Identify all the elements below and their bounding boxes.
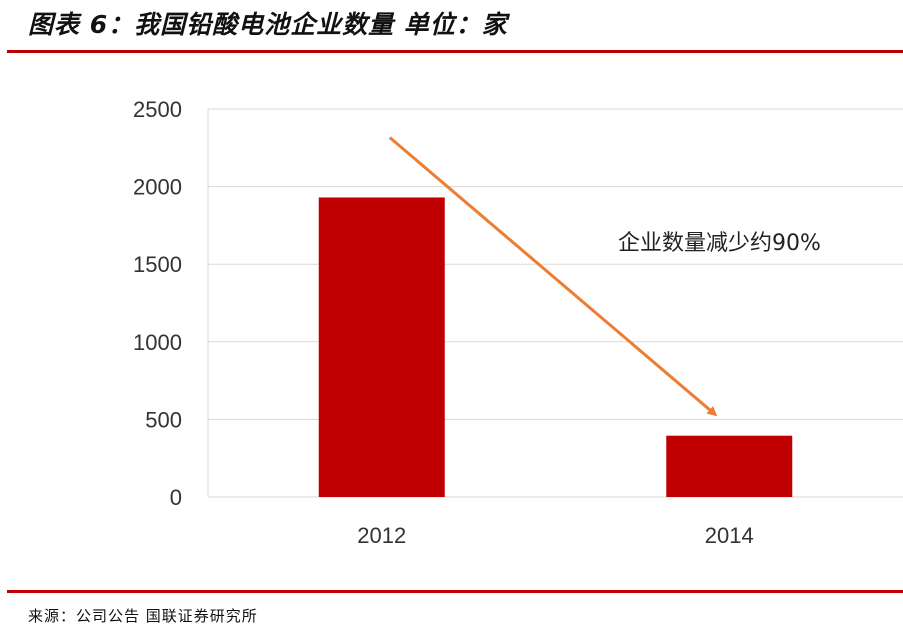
bar-2014 [666, 435, 793, 497]
y-tick-label: 2000 [133, 175, 182, 200]
x-tick-label: 2012 [357, 523, 406, 548]
bar-chart: 0 500 1000 1500 2000 2500 2012 2014 企业数量减少约90% [133, 97, 903, 548]
y-tick-label: 1000 [133, 330, 182, 355]
x-tick-label: 2014 [705, 523, 754, 548]
top-divider [7, 50, 903, 53]
y-tick-label: 500 [145, 407, 182, 432]
bottom-divider [7, 590, 903, 593]
decrease-arrow [388, 136, 718, 417]
y-tick-label: 0 [170, 485, 182, 510]
annotation-label: 企业数量减少约90% [618, 231, 821, 256]
source-note: 来源：公司公告 国联证券研究所 [28, 607, 258, 625]
bar-2012 [318, 197, 445, 498]
bars [318, 197, 793, 498]
gridlines [208, 108, 903, 420]
y-tick-label: 2500 [133, 97, 182, 122]
axes [207, 109, 903, 498]
tick-labels: 0 500 1000 1500 2000 2500 2012 2014 [133, 97, 754, 548]
y-tick-label: 1500 [133, 252, 182, 277]
chart-title: 图表 6：我国铅酸电池企业数量 单位：家 [28, 10, 508, 39]
